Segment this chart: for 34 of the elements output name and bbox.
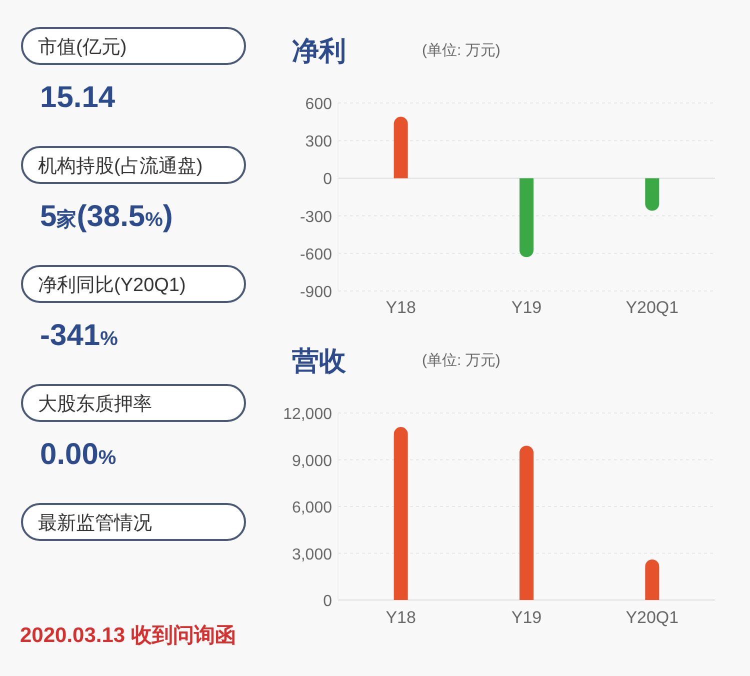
text: 大股东质押率 (38, 393, 152, 415)
y-tick-label: -900 (300, 284, 332, 301)
bar (394, 427, 408, 600)
text: -341% (40, 319, 118, 352)
text: 15.14 (40, 81, 116, 114)
x-tick-label: Y19 (511, 298, 542, 317)
bar (645, 559, 660, 600)
text: 净利同比(Y20Q1) (38, 275, 186, 296)
text: 0.00% (40, 438, 116, 471)
y-tick-label: 3,000 (292, 546, 332, 564)
y-tick-label: 300 (305, 134, 332, 151)
text: 5家(38.5%) (40, 200, 173, 233)
y-tick-label: 0 (323, 593, 332, 610)
text: 市值(亿元) (38, 36, 127, 58)
y-tick-label: 6,000 (292, 500, 332, 516)
text: 最新监管情况 (38, 512, 152, 534)
y-tick-label: 12,000 (283, 406, 332, 423)
y-tick-label: -300 (300, 208, 332, 226)
y-tick-label: -600 (300, 246, 332, 264)
text: 机构持股(占流通盘) (38, 155, 203, 177)
bar (520, 446, 534, 600)
y-tick-label: 600 (305, 96, 332, 113)
x-tick-label: Y18 (386, 608, 416, 627)
y-tick-label: 0 (323, 171, 332, 188)
x-tick-label: Y20Q1 (626, 298, 679, 317)
chart-title: 营收 (291, 346, 347, 376)
x-tick-label: Y19 (511, 608, 542, 627)
chart-title: 净利 (292, 36, 346, 66)
x-tick-label: Y18 (386, 298, 416, 317)
x-tick-label: Y20Q1 (626, 608, 679, 627)
text: 2020.03.13 收到问询函 (20, 624, 236, 647)
y-tick-label: 9,000 (292, 452, 332, 470)
chart-subtitle: (单位: 万元) (422, 42, 500, 59)
chart-subtitle: (单位: 万元) (422, 352, 500, 369)
